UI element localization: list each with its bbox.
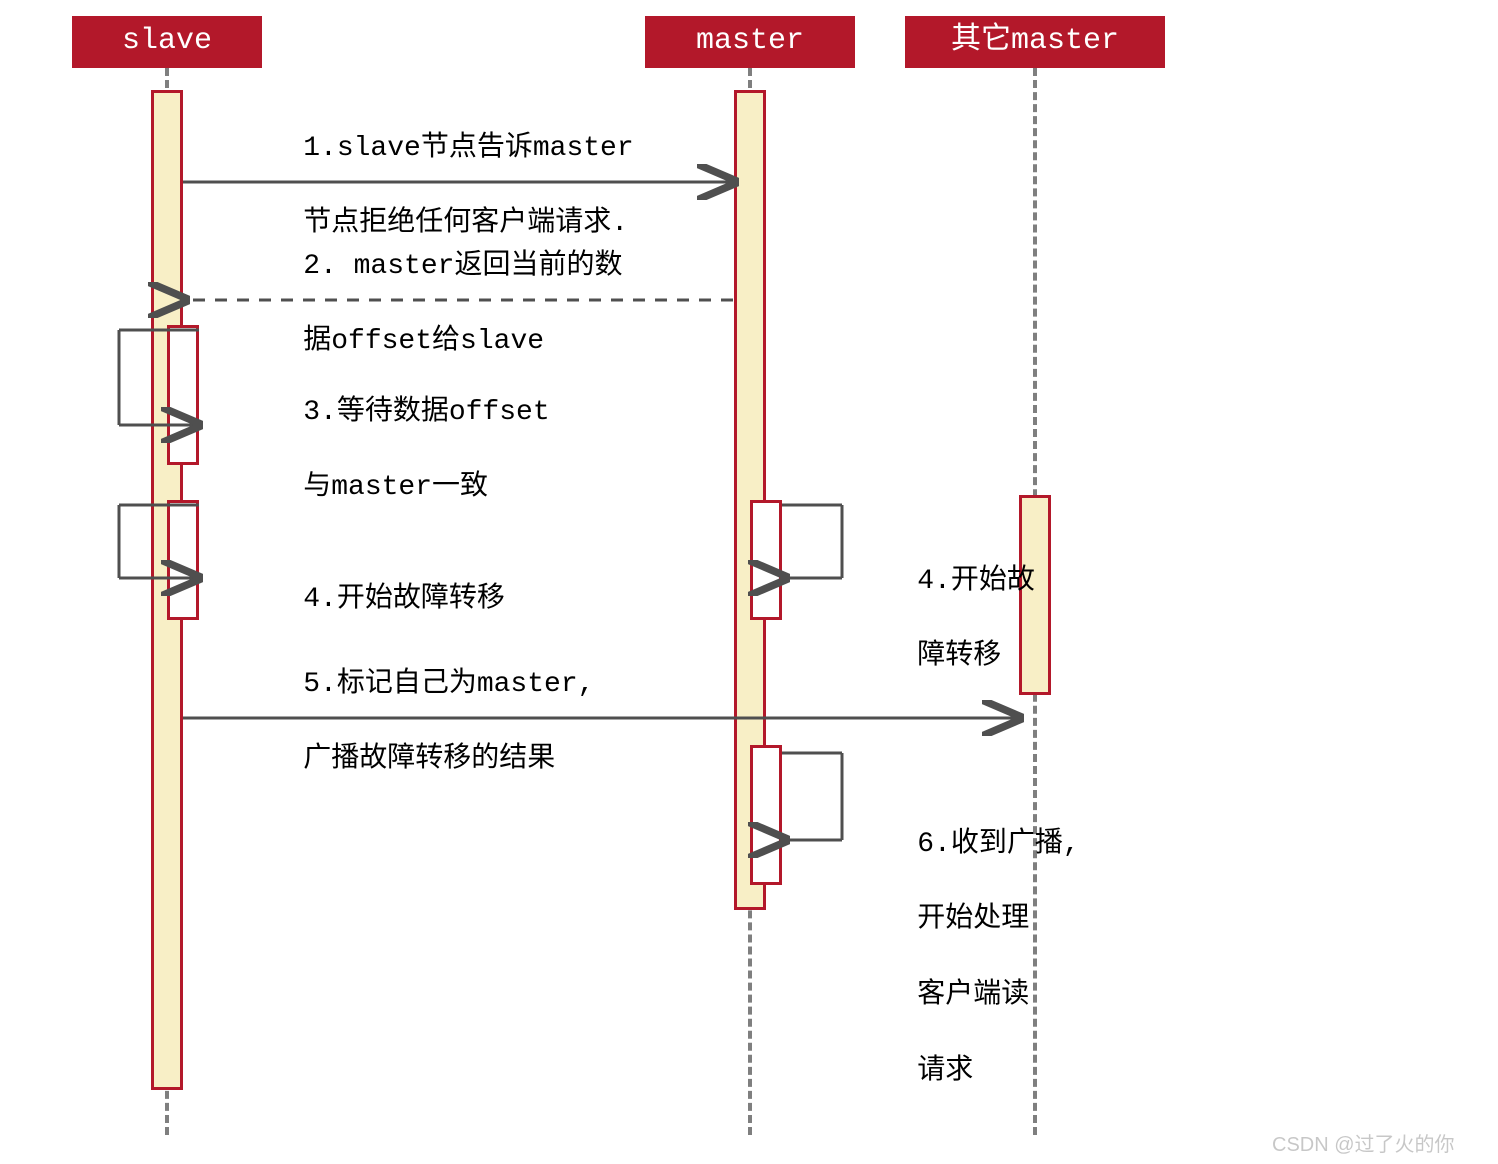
message-4b-line2: 障转移	[917, 641, 1001, 672]
message-6-line2: 开始处理	[917, 904, 1029, 935]
message-5-line1: 5.标记自己为master,	[303, 669, 594, 700]
message-3-line1: 3.等待数据offset	[303, 397, 549, 428]
watermark: CSDN @过了火的你	[1272, 1128, 1455, 1157]
participant-other-master-label: 其它master	[951, 24, 1119, 58]
message-1-line1: 1.slave节点告诉master	[303, 133, 633, 164]
sequence-diagram: slave master 其它master 1.slave节点告诉master …	[0, 0, 1498, 1164]
sub-activation-master-step4	[750, 500, 782, 620]
sub-activation-slave-step4	[167, 500, 199, 620]
sub-activation-master-step6	[750, 745, 782, 885]
message-4b-line1: 4.开始故	[917, 566, 1035, 597]
message-5-line2: 广播故障转移的结果	[303, 744, 555, 775]
message-5-label: 5.标记自己为master, 广播故障转移的结果	[236, 628, 594, 817]
message-3-label: 3.等待数据offset 与master一致	[236, 356, 550, 545]
participant-slave-label: slave	[122, 24, 212, 58]
participant-master-label: master	[696, 24, 804, 58]
participant-master: master	[645, 16, 855, 68]
message-2-line1: 2. master返回当前的数	[303, 251, 622, 282]
participant-slave: slave	[72, 16, 262, 68]
message-4b-label: 4.开始故 障转移	[850, 525, 1035, 714]
message-6-label: 6.收到广播, 开始处理 客户端读 请求	[850, 788, 1080, 1128]
message-6-line3: 客户端读	[917, 980, 1029, 1011]
message-3-line2: 与master一致	[303, 472, 488, 503]
watermark-text: CSDN @过了火的你	[1272, 1134, 1455, 1156]
message-4a-line1: 4.开始故障转移	[303, 584, 505, 615]
participant-other-master: 其它master	[905, 16, 1165, 68]
message-6-line4: 请求	[917, 1056, 973, 1087]
sub-activation-slave-step3	[167, 325, 199, 465]
message-6-line1: 6.收到广播,	[917, 829, 1079, 860]
message-2-line2: 据offset给slave	[303, 326, 544, 357]
